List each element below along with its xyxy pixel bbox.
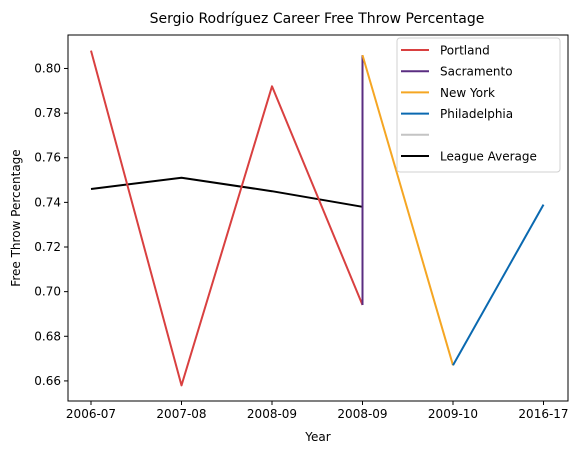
plot-frame (67, 34, 569, 402)
y-tick-label: 0.68 (34, 329, 61, 343)
chart-title: Sergio Rodríguez Career Free Throw Perce… (150, 11, 485, 27)
legend-label: League Average (440, 150, 537, 164)
y-tick-label: 0.78 (34, 106, 61, 120)
x-axis-label: Year (304, 430, 330, 444)
x-tick-label: 2009-10 (428, 407, 478, 421)
x-tick-label: 2008-09 (247, 407, 297, 421)
y-tick-label: 0.80 (34, 61, 61, 75)
x-tick-label: 2007-08 (156, 407, 206, 421)
legend-label: New York (440, 86, 495, 100)
legend-label: Philadelphia (440, 107, 513, 121)
series-lines (90, 50, 545, 387)
x-tick-label: 2008-09 (337, 407, 387, 421)
x-tick-label: 2006-07 (66, 407, 116, 421)
y-tick-label: 0.76 (34, 151, 61, 165)
legend-box (396, 37, 561, 173)
y-axis-label: Free Throw Percentage (9, 149, 23, 286)
y-tick-label: 0.70 (34, 285, 61, 299)
legend-label: Portland (440, 44, 490, 58)
series-line-portland (90, 50, 364, 387)
y-tick-label: 0.66 (34, 374, 61, 388)
y-tick-label: 0.74 (34, 195, 61, 209)
legend-label: Sacramento (440, 65, 513, 79)
series-line-philadelphia (452, 204, 545, 366)
y-axis: 0.66 0.68 0.70 0.72 0.74 0.76 0.78 0.80 (34, 61, 68, 388)
y-tick-label: 0.72 (34, 240, 61, 254)
x-tick-label: 2016-17 (518, 407, 568, 421)
series-line-new-york (361, 54, 454, 366)
x-axis: 2006-07 2007-08 2008-09 2008-09 2009-10 2016-… (66, 401, 569, 421)
series-line-league-average (90, 176, 363, 208)
legend: Portland Sacramento New York Philadelphia Le… (396, 37, 561, 173)
